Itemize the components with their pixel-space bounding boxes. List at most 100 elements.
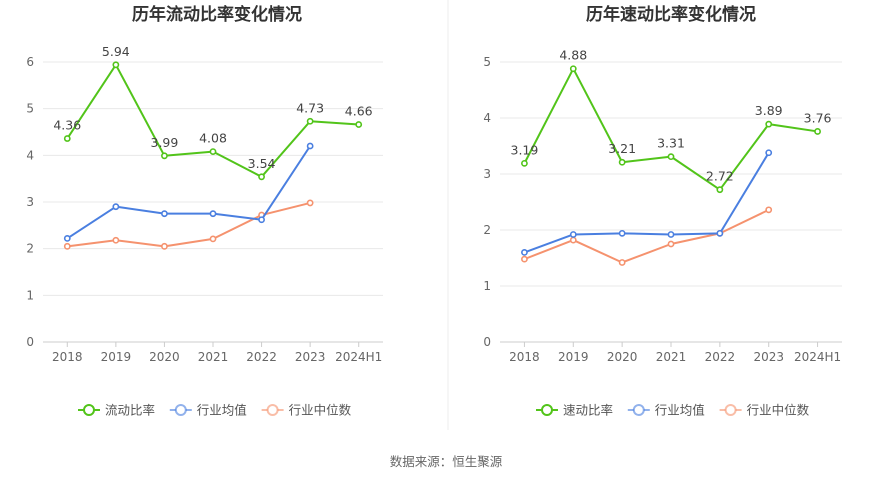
data-point-1	[258, 216, 265, 224]
data-point-0	[63, 135, 71, 142]
data-point-2	[112, 236, 120, 244]
series-line-1	[66, 145, 311, 240]
data-point-0	[618, 158, 626, 166]
data-point-1	[112, 203, 120, 211]
data-point-0	[161, 152, 168, 160]
data-point-0	[209, 148, 217, 155]
legend-swatch-marker	[83, 404, 95, 416]
data-label: 3.89	[755, 103, 783, 118]
legend-swatch-marker	[266, 404, 279, 416]
data-label: 3.54	[248, 156, 276, 171]
chart-title: 历年速动比率变化情况	[586, 4, 756, 25]
legend-label: 行业中位数	[289, 403, 352, 418]
data-point-2	[209, 235, 217, 243]
data-label: 2.72	[706, 169, 734, 184]
y-tick-label: 6	[26, 55, 34, 69]
data-point-0	[521, 159, 528, 167]
data-point-0	[355, 121, 363, 128]
data-label: 4.66	[345, 104, 373, 119]
legend-swatch-marker	[724, 404, 737, 416]
data-point-0	[569, 65, 577, 73]
series-line-0	[66, 63, 359, 178]
data-point-2	[765, 206, 773, 214]
data-point-1	[667, 231, 675, 238]
chart-panel-current-ratio: 历年流动比率变化情况 0 1 2 3 4 5 6 2018 2019 2020 2021 2022 202…	[26, 4, 383, 418]
series-line-2	[67, 201, 311, 248]
source-note: 数据来源：恒生聚源	[390, 454, 503, 469]
x-tick-label: 2020	[149, 350, 180, 364]
legend-label: 速动比率	[563, 403, 613, 418]
legend-label: 行业均值	[655, 403, 705, 418]
data-point-2	[161, 242, 168, 250]
legend-label: 行业均值	[197, 403, 247, 418]
x-tick-label: 2023	[295, 350, 326, 364]
data-point-0	[667, 153, 675, 161]
series-line-0	[523, 67, 818, 191]
data-point-1	[306, 142, 314, 150]
chart-title: 历年流动比率变化情况	[132, 4, 302, 25]
data-point-0	[258, 173, 265, 181]
data-point-2	[569, 236, 577, 244]
data-label: 3.21	[608, 141, 636, 156]
data-label: 4.73	[296, 100, 324, 115]
data-label: 3.31	[657, 136, 685, 151]
data-point-0	[112, 61, 120, 69]
chart-panel-quick-ratio: 历年速动比率变化情况 0 1 2 3 4 5 2018 2019 2020 2021 2022 2023…	[483, 4, 842, 418]
legend-label: 行业中位数	[747, 403, 810, 418]
x-tick-label: 2020	[607, 350, 638, 364]
data-point-2	[521, 255, 528, 263]
data-label: 3.76	[804, 110, 832, 125]
x-tick-label: 2023	[753, 350, 784, 364]
legend-label: 流动比率	[105, 403, 155, 418]
data-point-2	[63, 242, 71, 250]
legend-swatch-marker	[541, 404, 553, 416]
data-point-0	[814, 128, 821, 135]
data-point-2	[306, 199, 314, 207]
data-label: 4.08	[199, 131, 227, 146]
data-label: 3.19	[511, 142, 539, 157]
legend-swatch-marker	[632, 404, 645, 416]
x-tick-label: 2019	[558, 350, 589, 364]
y-tick-label: 5	[483, 55, 491, 69]
series-line-1	[524, 152, 770, 254]
data-point-1	[161, 210, 168, 218]
data-point-1	[765, 149, 773, 157]
x-tick-label: 2022	[246, 350, 277, 364]
data-point-2	[618, 259, 626, 266]
x-tick-label: 2018	[52, 350, 83, 364]
data-label: 4.36	[53, 118, 81, 133]
data-label: 4.88	[559, 48, 587, 63]
data-point-1	[521, 248, 528, 256]
x-tick-label: 2021	[198, 350, 229, 364]
data-point-0	[716, 186, 724, 194]
y-tick-label: 5	[26, 102, 34, 116]
x-tick-label: 2022	[705, 350, 736, 364]
y-tick-label: 1	[26, 288, 34, 302]
legend-swatch-marker	[174, 404, 187, 416]
x-tick-label: 2024H1	[794, 350, 841, 364]
data-point-1	[618, 229, 626, 237]
data-point-1	[209, 210, 217, 218]
data-point-1	[63, 234, 71, 242]
y-tick-label: 4	[26, 148, 34, 162]
data-point-0	[306, 117, 314, 125]
series-line-2	[524, 208, 770, 264]
x-tick-label: 2024H1	[335, 350, 382, 364]
y-tick-label: 3	[26, 195, 34, 209]
y-tick-label: 3	[483, 167, 491, 181]
data-point-1	[569, 231, 577, 238]
y-tick-label: 0	[26, 335, 34, 349]
data-label: 3.99	[151, 135, 179, 150]
y-tick-label: 1	[483, 279, 491, 293]
y-tick-label: 2	[483, 223, 491, 237]
data-label: 5.94	[102, 44, 130, 59]
data-point-1	[716, 229, 724, 237]
x-tick-label: 2021	[656, 350, 687, 364]
y-tick-label: 2	[26, 242, 34, 256]
data-point-0	[765, 120, 773, 128]
data-point-2	[667, 240, 675, 248]
y-tick-label: 0	[483, 335, 491, 349]
x-tick-label: 2019	[101, 350, 132, 364]
y-tick-label: 4	[483, 111, 491, 125]
